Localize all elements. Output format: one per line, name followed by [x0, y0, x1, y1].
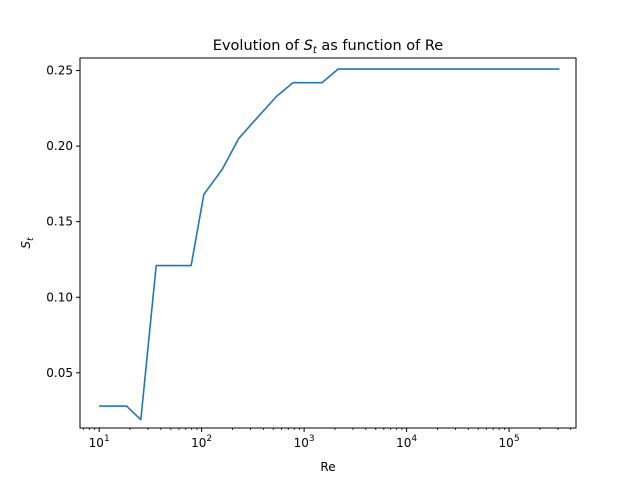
x-tick-label-exponent: 5: [514, 434, 520, 444]
plot-frame: [79, 57, 577, 429]
y-tick-label: 0.10: [46, 290, 73, 304]
x-tick-label-exponent: 4: [411, 434, 417, 444]
y-tick-label: 0.15: [46, 215, 73, 229]
y-tick-label: 0.05: [46, 366, 73, 380]
x-tick-label: 105: [499, 434, 520, 450]
x-tick-label-base: 10: [89, 436, 104, 450]
y-tick-label: 0.25: [46, 64, 73, 78]
x-tick-label-exponent: 1: [104, 434, 110, 444]
x-axis-label: Re: [320, 460, 335, 474]
series-line: [99, 68, 560, 421]
y-axis-ticks: 0.05 0.10 0.15 0.20 0.25: [46, 64, 80, 380]
y-tick-label: 0.20: [46, 139, 73, 153]
x-tick-label-base: 10: [396, 436, 411, 450]
x-tick-label-base: 10: [191, 436, 206, 450]
x-tick-label: 101: [89, 434, 110, 450]
chart-title-symbol: S: [304, 38, 313, 54]
chart-title-suffix: as function of Re: [317, 38, 444, 54]
x-tick-label: 102: [191, 434, 212, 450]
x-tick-label: 104: [396, 434, 417, 450]
x-tick-label: 103: [294, 434, 315, 450]
chart-title: Evolution of St as function of Re: [213, 38, 443, 56]
x-tick-label-base: 10: [294, 436, 309, 450]
chart-title-subscript: t: [313, 45, 318, 56]
x-axis-ticks: 101 102 103 104 105: [82, 428, 572, 450]
y-axis-label: St: [19, 237, 36, 249]
chart-title-prefix: Evolution of: [213, 38, 304, 54]
y-axis-label-symbol: S: [19, 241, 33, 249]
plot-background: [80, 58, 576, 428]
x-tick-label-base: 10: [499, 436, 514, 450]
x-tick-label-exponent: 2: [206, 434, 212, 444]
y-axis-label-subscript: t: [26, 237, 36, 241]
x-tick-label-exponent: 3: [309, 434, 315, 444]
